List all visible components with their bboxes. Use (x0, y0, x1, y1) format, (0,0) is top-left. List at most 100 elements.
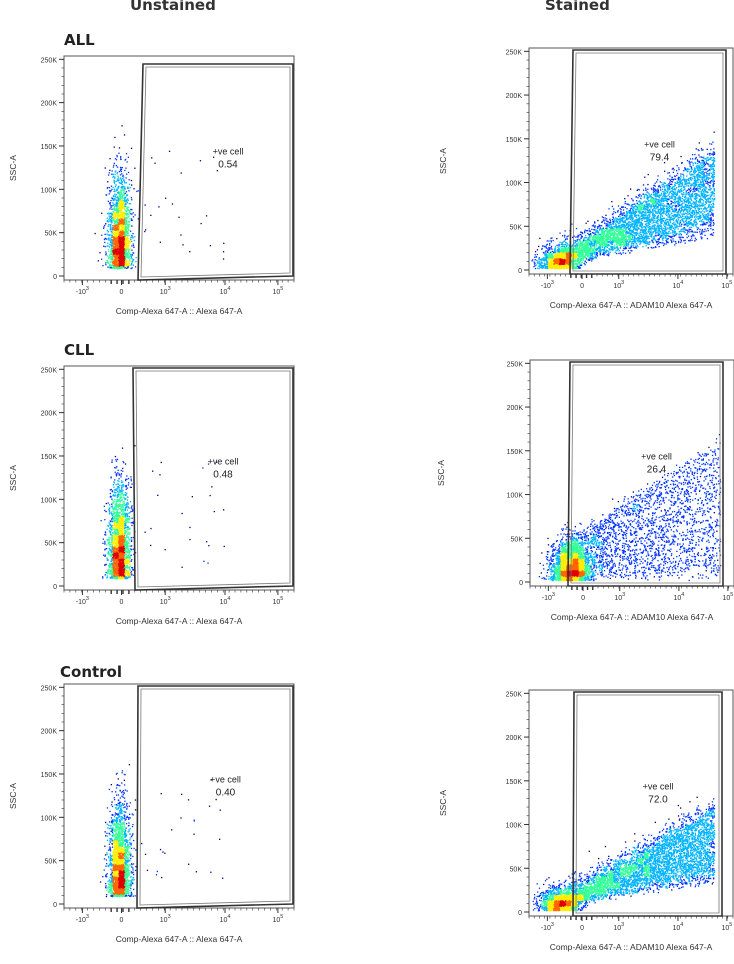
event-dot (124, 216, 126, 219)
event-dot (678, 217, 681, 219)
event-dot (669, 220, 671, 222)
event-dot (655, 222, 658, 224)
event-dot (622, 218, 624, 220)
event-dot (616, 242, 619, 244)
event-dot (681, 184, 684, 186)
event-dot (125, 234, 127, 236)
event-dot (679, 197, 681, 199)
event-dot (103, 227, 105, 229)
event-dot (663, 209, 665, 211)
event-dot (556, 255, 558, 257)
event-dot (118, 244, 121, 246)
event-dot (110, 267, 112, 269)
event-dot (122, 194, 125, 196)
event-dot (107, 245, 109, 247)
event-dot (704, 234, 706, 236)
event-dot (592, 232, 594, 234)
event-dot (674, 244, 676, 246)
event-dot (134, 236, 136, 238)
event-dot (129, 218, 131, 220)
event-dot (607, 233, 609, 235)
event-dot (696, 213, 698, 215)
event-dot (673, 169, 675, 171)
event-dot (580, 231, 582, 234)
event-dot (709, 177, 711, 179)
event-dot (643, 215, 645, 217)
event-dot (639, 223, 641, 225)
event-dot (642, 223, 644, 225)
event-dot (119, 257, 122, 259)
event-dot (547, 248, 549, 250)
event-dot (131, 267, 133, 269)
event-dot (130, 264, 132, 266)
event-dot (119, 243, 121, 245)
event-dot (131, 199, 133, 201)
event-dot (586, 238, 589, 241)
event-dot (629, 208, 632, 210)
event-dot (702, 210, 704, 212)
event-dot (113, 237, 116, 239)
event-dot (635, 232, 638, 234)
event-dot (690, 216, 692, 218)
event-dot (588, 228, 590, 230)
event-dot (118, 228, 120, 230)
event-dot (700, 188, 702, 190)
event-dot (107, 225, 109, 227)
event-dot (587, 259, 589, 261)
event-dot (124, 221, 126, 223)
event-dot (126, 252, 128, 254)
event-dot (110, 257, 112, 259)
event-dot (182, 244, 184, 246)
event-dot (644, 217, 646, 219)
event-dot (116, 258, 119, 260)
event-dot (113, 146, 115, 148)
event-dot (127, 187, 130, 189)
event-dot (117, 206, 119, 208)
event-dot (668, 185, 670, 187)
event-dot (619, 247, 622, 249)
event-dot (605, 225, 607, 227)
event-dot (121, 244, 124, 246)
event-dot (611, 246, 614, 248)
event-dot (113, 188, 116, 190)
event-dot (135, 261, 137, 263)
event-dot (597, 227, 599, 229)
event-dot (534, 256, 536, 258)
event-dot (713, 161, 715, 163)
event-dot (697, 179, 699, 182)
event-dot (710, 148, 712, 151)
event-dot (648, 210, 650, 212)
event-dot (661, 184, 663, 186)
event-dot (112, 194, 115, 197)
event-dot (126, 267, 128, 269)
event-dot (135, 257, 137, 259)
event-dot (701, 233, 703, 235)
event-dot (687, 224, 689, 227)
event-dot (694, 188, 697, 190)
event-dot (584, 237, 587, 239)
event-dot (121, 212, 123, 214)
event-dot (120, 209, 122, 211)
event-dot (681, 185, 683, 187)
event-dot (662, 227, 664, 229)
event-dot (557, 246, 559, 248)
event-dot (671, 210, 674, 213)
event-dot (103, 226, 105, 228)
event-dot (115, 194, 117, 196)
event-dot (116, 235, 119, 237)
event-dot (133, 188, 135, 190)
event-dot (713, 131, 715, 133)
event-dot (596, 252, 598, 254)
event-dot (668, 207, 671, 209)
event-dot (133, 239, 135, 242)
event-dot (534, 259, 536, 261)
event-dot (541, 248, 543, 250)
event-dot (669, 175, 671, 177)
event-dot (123, 197, 125, 200)
event-dot (116, 210, 118, 212)
event-dot (113, 236, 115, 238)
event-dot (118, 259, 120, 262)
event-dot (534, 265, 536, 267)
event-dot (119, 251, 122, 253)
event-dot (689, 171, 691, 173)
